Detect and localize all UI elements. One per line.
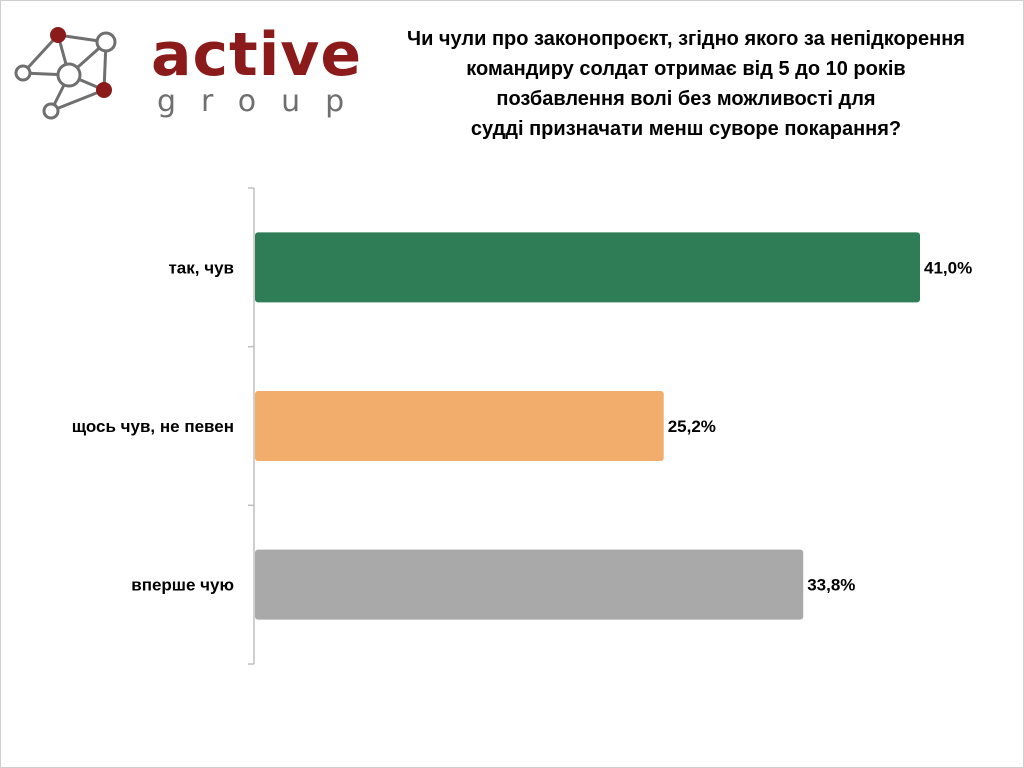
title-line: Чи чули про законопроєкт, згідно якого з…	[407, 28, 965, 50]
category-label: щось чув, не певен	[72, 417, 234, 436]
category-label: так, чув	[168, 258, 234, 277]
title-line: командиру солдат отримає від 5 до 10 рок…	[466, 58, 906, 80]
chart-title: Чи чули про законопроєкт, згідно якого з…	[361, 24, 1011, 144]
category-label: вперше чую	[131, 576, 234, 595]
network-logo-icon	[14, 27, 117, 120]
data-label: 41,0%	[924, 258, 972, 277]
logo-subtitle: group	[157, 84, 370, 119]
logo-wordmark: active	[151, 20, 363, 90]
bar	[255, 549, 804, 620]
bar	[255, 232, 920, 303]
active-group-logo: active group	[11, 15, 361, 125]
bar	[255, 391, 664, 461]
data-label: 25,2%	[668, 417, 716, 436]
title-line: позбавлення волі без можливості для	[496, 88, 876, 110]
title-line: судді призначати менш суворе покарання?	[470, 118, 902, 140]
data-label: 33,8%	[807, 576, 855, 595]
